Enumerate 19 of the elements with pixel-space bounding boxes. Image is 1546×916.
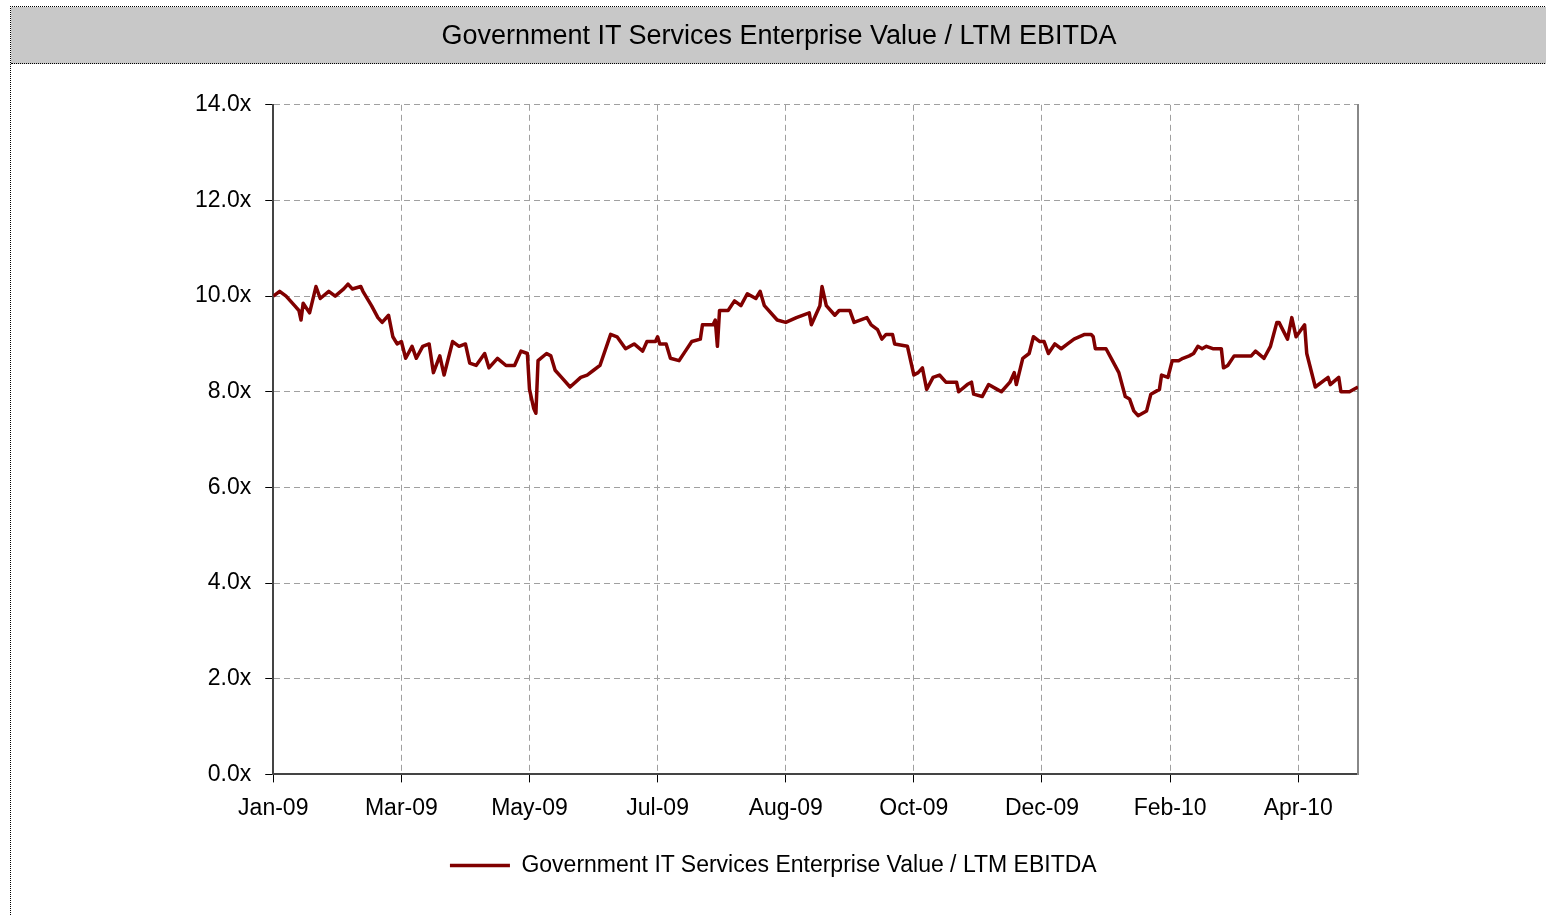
x-tick-label: Feb-10: [1133, 793, 1207, 820]
y-tick-label: 12.0x: [195, 185, 252, 212]
x-tick-label: Aug-09: [748, 793, 823, 820]
x-tick-label: Jul-09: [626, 793, 689, 820]
y-tick-label: 8.0x: [207, 377, 252, 404]
x-tick-label: Dec-09: [1004, 793, 1080, 820]
y-tick-label: 2.0x: [207, 664, 252, 691]
y-tick-label: 0.0x: [207, 759, 252, 786]
y-tick-label: 10.0x: [195, 281, 252, 308]
x-tick-label: May-09: [491, 793, 568, 820]
y-tick-label: 6.0x: [207, 472, 252, 499]
legend-label: Government IT Services Enterprise Value / LTM EBITDA: [521, 850, 1098, 877]
chart-title: Government IT Services Enterprise Value / LTM EBITDA: [11, 7, 1546, 64]
x-tick-label: Oct-09: [879, 793, 949, 820]
x-tick-label: Jan-09: [238, 793, 309, 820]
x-tick-label: Apr-10: [1263, 793, 1333, 820]
y-tick-label: 4.0x: [207, 568, 252, 595]
x-tick-label: Mar-09: [364, 793, 438, 820]
y-tick-label: 14.0x: [195, 90, 252, 117]
